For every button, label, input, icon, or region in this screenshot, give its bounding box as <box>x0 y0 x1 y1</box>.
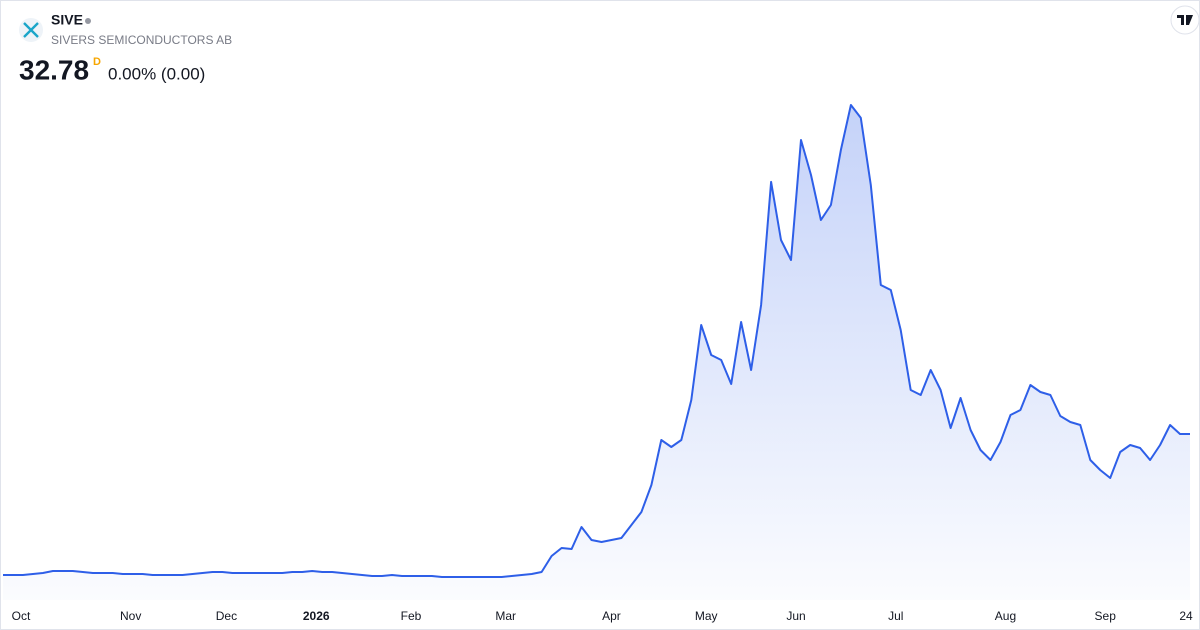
x-tick-label: Mar <box>495 609 516 623</box>
status-dot <box>85 18 91 24</box>
x-tick-label: Dec <box>216 609 237 623</box>
logo <box>19 18 43 42</box>
x-tick-label: May <box>695 609 718 623</box>
x-tick-label: Oct <box>12 609 31 623</box>
company-name: SIVERS SEMICONDUCTORS AB <box>51 33 232 47</box>
x-tick-label: Nov <box>120 609 141 623</box>
symbol: SIVE <box>51 12 83 28</box>
price-line <box>3 104 1190 578</box>
x-tick-label: Aug <box>995 609 1016 623</box>
x-tick-label: Feb <box>401 609 422 623</box>
x-tick-label: Jun <box>786 609 805 623</box>
price: 32.78 <box>19 54 89 85</box>
tv-logo[interactable] <box>1170 5 1200 35</box>
x-tick-label: 2026 <box>303 609 330 623</box>
x-tick-label: Apr <box>602 609 621 623</box>
interval: D <box>93 56 101 68</box>
area-fill <box>3 105 1190 600</box>
x-tick-label: Jul <box>888 609 903 623</box>
x-tick-label: Sep <box>1095 609 1117 623</box>
x-tick-label: 24 <box>1179 609 1193 623</box>
change: 0.00% (0.00) <box>108 64 205 83</box>
